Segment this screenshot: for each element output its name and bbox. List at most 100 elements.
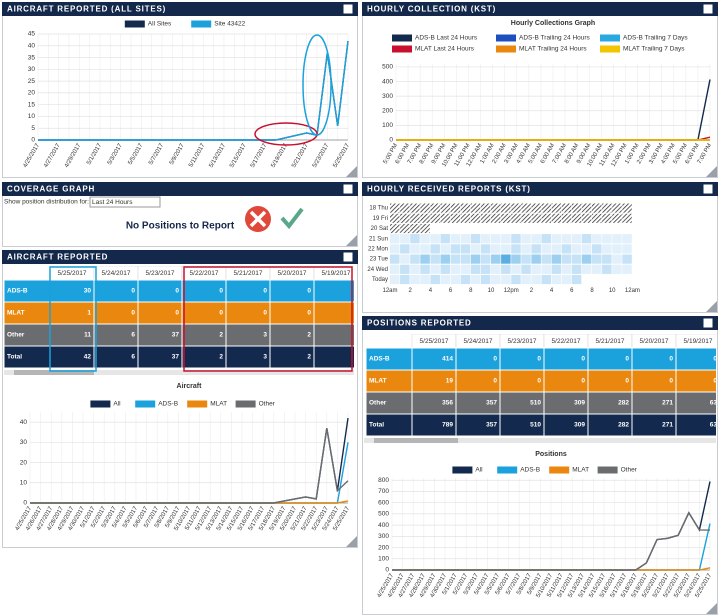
highlight-ellipse [254, 122, 318, 146]
legend-swatch [187, 400, 208, 408]
y-tick-label: 15 [28, 101, 36, 108]
heatmap-cell [571, 274, 582, 285]
heatmap-cell [551, 254, 562, 264]
legend-swatch [124, 20, 145, 28]
heatmap-hour-label: 10 [609, 288, 616, 294]
legend-label: ADS-B Last 24 Hours [415, 35, 478, 42]
column-header-label: 5/19/2017 [322, 270, 351, 277]
y-tick-label: 400 [382, 78, 393, 85]
cell-value: 309 [574, 422, 585, 429]
heatmap-row-label: 23 Tue [370, 257, 389, 263]
legend-label: ADS-B [520, 467, 540, 474]
heatmap-cell [470, 274, 481, 285]
resize-corners [346, 166, 717, 614]
panel-title: COVERAGE GRAPH [7, 185, 95, 194]
legend-label: MLAT Last 24 Hours [415, 46, 475, 53]
legend-swatch [235, 400, 256, 408]
heatmap-cell [430, 274, 440, 285]
cell-value: 63 [710, 422, 718, 429]
column-header-label: 5/21/2017 [234, 270, 263, 277]
y-tick-label: 30 [28, 66, 36, 73]
heatmap-hour-label: 4 [550, 288, 554, 294]
heatmap-cell [450, 213, 461, 223]
y-tick-label: 100 [382, 122, 393, 129]
expand-button[interactable] [702, 183, 714, 195]
heatmap-cell [511, 244, 521, 254]
expand-button[interactable] [702, 317, 714, 329]
expand-button[interactable] [342, 183, 354, 195]
heatmap-cell [410, 234, 420, 244]
expand-button[interactable] [342, 251, 354, 263]
table-cell [675, 413, 716, 437]
y-tick-label: 25 [28, 78, 36, 85]
period-select-value[interactable]: Last 24 Hours [92, 199, 133, 206]
heatmap-cell [450, 234, 461, 244]
column-header-label: 5/21/2017 [596, 338, 625, 345]
heatmap-cell [480, 254, 491, 264]
cell-value: 357 [486, 400, 497, 407]
heatmap-cell [622, 274, 632, 285]
scrollbar-track [364, 438, 716, 443]
heatmap-cell [561, 254, 572, 264]
heatmap-cell [480, 234, 491, 244]
heatmap-row-label: 22 Mon [368, 246, 388, 252]
heatmap-cell [622, 203, 632, 213]
heatmap-cell [622, 213, 632, 223]
heatmap-cell [390, 274, 400, 285]
heatmap-cell [592, 213, 602, 223]
resize-corner [706, 603, 717, 614]
panel-header [362, 316, 718, 330]
legend-swatch [392, 34, 412, 42]
y-tick-label: 10 [28, 113, 36, 120]
heatmap-cell [531, 274, 541, 285]
row-label: MLAT [7, 310, 25, 317]
row-label: MLAT [369, 378, 387, 385]
y-tick-label: 10 [20, 479, 28, 486]
legend-swatch [549, 466, 570, 474]
heatmap-cell [511, 203, 521, 213]
column-header-label: 5/22/2017 [552, 338, 581, 345]
heatmap-cell [501, 244, 511, 254]
legend-label: All [475, 467, 483, 474]
heatmap-cell [541, 274, 551, 285]
period-select[interactable] [89, 196, 161, 208]
column-header-label: 5/25/2017 [58, 270, 87, 277]
cell-value: 11 [84, 332, 91, 339]
heatmap-cell [581, 213, 592, 223]
expand-button[interactable] [342, 3, 354, 15]
heatmap-cell [420, 244, 430, 254]
cell-value: 271 [662, 422, 673, 429]
heatmap-cell [470, 203, 481, 213]
cell-value: 3 [263, 354, 267, 361]
heatmap-cell [460, 234, 471, 244]
coverage-message: No Positions to Report [126, 221, 235, 232]
heatmap-cell [561, 234, 572, 244]
expand-button[interactable] [702, 3, 714, 15]
legend-swatch [496, 34, 516, 42]
heatmap-cell [390, 254, 400, 264]
heatmap-cell [622, 234, 632, 244]
heatmap-cell [622, 254, 632, 264]
cell-value: 0 [131, 288, 135, 295]
heatmap-cell [501, 213, 511, 223]
legend-swatch [392, 45, 412, 53]
legend-swatch [600, 34, 620, 42]
scrollbar-thumb[interactable] [14, 370, 94, 375]
heatmap-cell [541, 203, 551, 213]
heatmap-cell [531, 223, 541, 234]
scrollbar-thumb[interactable] [374, 438, 458, 443]
heatmap-cell [450, 254, 461, 264]
panel [2, 2, 358, 178]
heatmap-cell [440, 234, 450, 244]
expand-icons[interactable] [342, 3, 714, 329]
cell-value: 42 [84, 354, 92, 361]
heatmap-cell [440, 223, 450, 234]
y-tick-label: 40 [28, 42, 36, 49]
heatmap-cell [612, 203, 622, 213]
error-icon-cross [249, 210, 267, 228]
heatmap-cell [551, 264, 562, 274]
cell-value: 357 [486, 422, 497, 429]
heatmap-row-label: 18 Thu [369, 206, 388, 212]
heatmap-hour-label: 10 [488, 288, 495, 294]
heatmap-cell [561, 264, 572, 274]
